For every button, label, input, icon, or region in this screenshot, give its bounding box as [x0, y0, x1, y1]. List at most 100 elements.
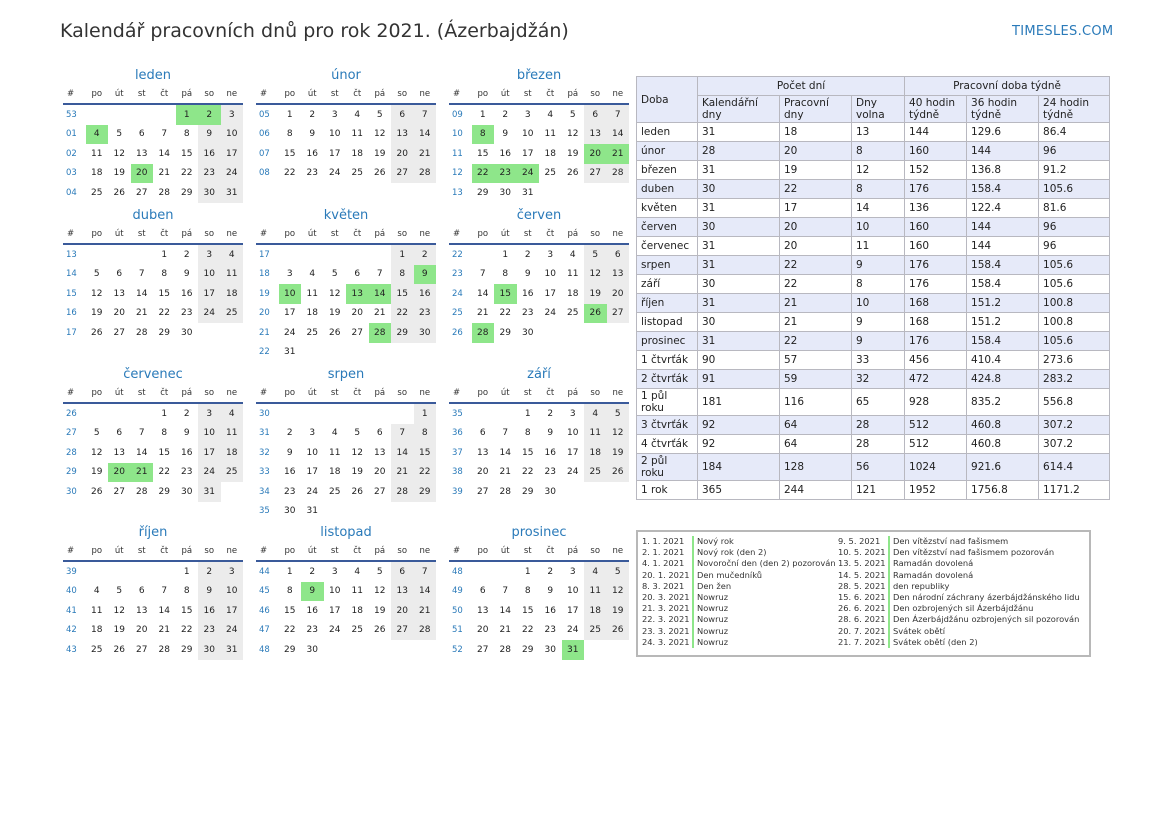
- day-cell: 5: [606, 561, 629, 582]
- day-cell: 7: [413, 104, 436, 125]
- week-number: 07: [259, 148, 270, 159]
- day-cell: [607, 640, 630, 660]
- weekday-header: út: [301, 85, 324, 105]
- stats-cell: 1 čtvrťák: [636, 350, 698, 370]
- holiday-date: 20. 3. 2021: [642, 591, 694, 604]
- stats-cell: 30: [697, 179, 780, 199]
- day-cell: 6: [479, 586, 486, 597]
- stats-cell: 31: [697, 198, 780, 218]
- day-cell: 18: [351, 148, 363, 159]
- holiday-name: Nový rok (den 2): [697, 547, 767, 558]
- week-row: 39 27 28 29 30: [449, 482, 629, 502]
- day-cell: [86, 104, 109, 125]
- week-row: 13 1 2 3 4: [63, 244, 243, 265]
- holiday-entry: 20. 3. 2021 Nowruz: [642, 591, 836, 604]
- day-cell: 19: [567, 148, 579, 159]
- day-cell: 9: [413, 264, 436, 284]
- stats-cell: 8: [850, 179, 906, 199]
- stats-row: březen 31 19 12 152 136.8 91.2: [636, 160, 1111, 180]
- day-cell: [369, 640, 392, 660]
- holiday-entry: 8. 3. 2021 Den žen: [642, 580, 836, 592]
- stats-cell: 176: [904, 331, 968, 351]
- day-cell: [108, 244, 131, 265]
- holiday-date: 10. 5. 2021: [838, 547, 890, 559]
- day-cell: 3: [547, 249, 554, 260]
- day-cell: 4: [584, 561, 607, 582]
- month-table: # po út st čt pá so ne 35 1 2 3 4 5 36 6 7 8 9 10 11 12 37 13 14…: [449, 384, 629, 502]
- holiday-entry: 28. 6. 2021 Den Ázerbájdžánu ozbrojených …: [838, 614, 1080, 626]
- week-number: 38: [452, 467, 463, 478]
- holiday-name: Nowruz: [697, 614, 729, 625]
- stats-cell: 160: [904, 141, 968, 161]
- day-cell: 6: [116, 428, 123, 439]
- stats-row: červen 30 20 10 160 144 96: [636, 217, 1111, 237]
- week-row: 35 1 2 3 4 5: [449, 403, 629, 424]
- day-cell: [562, 183, 585, 203]
- day-cell: 17: [284, 308, 296, 319]
- weekday-header: so: [584, 225, 607, 245]
- holiday-name: Svátek obětí: [893, 625, 946, 636]
- stats-cell: 11: [850, 236, 906, 256]
- day-cell: 15: [494, 284, 517, 304]
- weekday-header: st: [130, 542, 153, 562]
- stats-table: Doba Počet dní Pracovní doba týdně Kalen…: [636, 76, 1111, 500]
- day-cell: 10: [522, 129, 534, 140]
- day-cell: 7: [138, 428, 145, 439]
- stats-cell: 8: [850, 141, 906, 161]
- day-cell: 27: [113, 327, 125, 338]
- day-cell: 15: [181, 148, 193, 159]
- stats-cell: 22: [779, 255, 852, 275]
- brand-link[interactable]: TIMESLES.COM: [1012, 24, 1114, 39]
- day-cell: 30: [181, 327, 193, 338]
- weekday-header: út: [494, 542, 517, 562]
- week-number: 39: [66, 566, 77, 577]
- holiday-name: Den žen: [697, 580, 732, 591]
- stats-header-24h: 24 hodin týdně: [1038, 95, 1111, 123]
- weekday-header: čt: [346, 384, 369, 404]
- stats-cell: 365: [697, 480, 780, 500]
- day-cell: 28: [499, 644, 511, 655]
- week-number: 18: [259, 269, 270, 280]
- day-cell: 8: [286, 586, 293, 597]
- week-row: 27 5 6 7 8 9 10 11: [63, 423, 243, 443]
- week-number: 28: [66, 447, 77, 458]
- weekday-header: út: [108, 225, 131, 245]
- week-row: 34 23 24 25 26 27 28 29: [256, 482, 436, 502]
- day-cell: 29: [477, 187, 489, 198]
- week-number: 48: [259, 644, 270, 655]
- day-cell: 26: [374, 168, 386, 179]
- day-cell: [324, 403, 347, 424]
- stats-cell: 31: [697, 122, 780, 142]
- day-cell: 4: [354, 566, 361, 577]
- week-number: 36: [452, 428, 463, 439]
- stats-row: říjen 31 21 10 168 151.2 100.8: [636, 293, 1111, 313]
- day-cell: 8: [471, 124, 494, 144]
- stats-cell: 244: [779, 480, 852, 500]
- month-title: říjen: [138, 525, 168, 540]
- day-cell: 26: [374, 625, 386, 636]
- day-cell: 11: [220, 264, 243, 284]
- week-number: 10: [452, 129, 463, 140]
- day-cell: 18: [351, 605, 363, 616]
- day-cell: 17: [544, 288, 556, 299]
- day-cell: 20: [606, 284, 629, 304]
- month-calendar: duben # po út st čt pá so ne 13 1 2 3 4 14 5 6 7 8 9 10 11 15 1…: [63, 202, 243, 343]
- week-number: 53: [66, 109, 77, 120]
- day-cell: 8: [391, 264, 414, 284]
- weekday-header: po: [85, 85, 108, 105]
- day-cell: 12: [351, 447, 363, 458]
- day-cell: 27: [477, 486, 489, 497]
- day-cell: 2: [198, 104, 221, 125]
- day-cell: 13: [374, 447, 386, 458]
- day-cell: 21: [374, 308, 386, 319]
- day-cell: 25: [220, 462, 243, 482]
- holiday-entry: 20. 7. 2021 Svátek obětí: [838, 625, 1080, 637]
- stats-cell: 152: [904, 160, 968, 180]
- week-row: 17 26 27 28 29 30: [63, 323, 243, 343]
- stats-row: leden 31 18 13 144 129.6 86.4: [636, 122, 1111, 142]
- stats-cell: 2 půl roku: [636, 453, 698, 481]
- day-cell: 22: [471, 163, 494, 183]
- day-cell: 9: [547, 586, 554, 597]
- day-cell: 5: [93, 428, 100, 439]
- stats-cell: 14: [850, 198, 906, 218]
